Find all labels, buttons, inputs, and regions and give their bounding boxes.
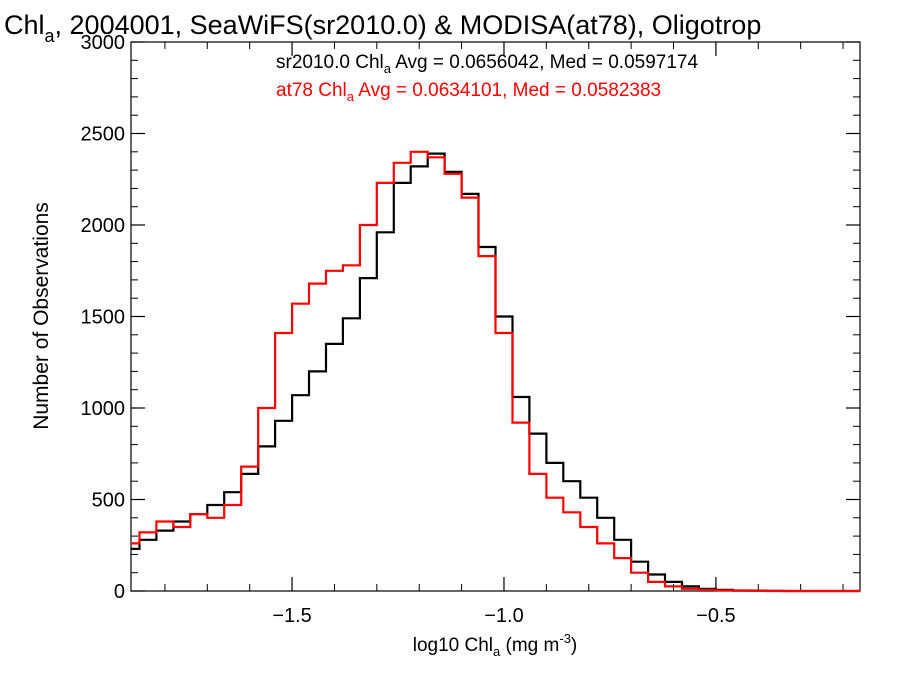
- y-axis-title: Number of Observations: [30, 202, 53, 430]
- y-tick-label: 0: [114, 581, 125, 603]
- data-series: [131, 150, 860, 593]
- chart-title: Chla, 2004001, SeaWiFS(sr2010.0) & MODIS…: [4, 10, 761, 46]
- series-stats-at78: at78 Chla Avg = 0.0634101, Med = 0.05823…: [276, 80, 661, 104]
- x-axis-title: log10 Chla (mg m-3): [413, 631, 578, 659]
- axis-ticks: 0 500 1000 1500 2000 2500 3000 −1.5 −1.0 −0.5: [81, 32, 860, 627]
- y-tick-label: 1000: [81, 398, 126, 420]
- series-stats-sr2010: sr2010.0 Chla Avg = 0.0656042, Med = 0.0…: [276, 52, 698, 76]
- series-line-sr2010.0: [131, 152, 860, 593]
- x-tick-label: −1.5: [272, 605, 311, 627]
- x-tick-label: −0.5: [696, 605, 735, 627]
- y-tick-label: 2500: [81, 124, 126, 146]
- y-tick-label: 3000: [81, 32, 126, 54]
- y-tick-label: 1500: [81, 307, 126, 329]
- y-tick-label: 500: [92, 490, 125, 512]
- x-tick-label: −1.0: [484, 605, 523, 627]
- series-line-at78: [131, 150, 860, 593]
- y-tick-label: 2000: [81, 215, 126, 237]
